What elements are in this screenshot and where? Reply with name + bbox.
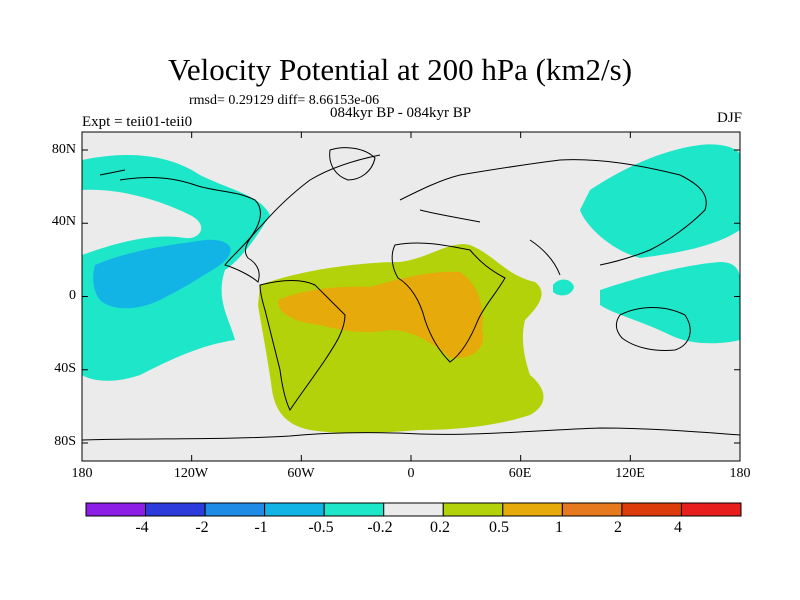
colorbar-swatch [561, 502, 623, 517]
colorbar-swatch [264, 502, 325, 517]
lat-tick-label: 40S [54, 361, 76, 376]
colorbar [85, 502, 742, 517]
blue-region-east-pacific [93, 239, 231, 309]
colorbar-label: -0.5 [308, 519, 334, 536]
lon-tick-label: 180 [71, 466, 93, 481]
antarctica-coast [82, 427, 740, 441]
colorbar-swatch [383, 502, 444, 517]
lon-tick-label: 60W [287, 466, 315, 481]
teal-region-asia [580, 144, 740, 258]
neutral-region-north-pacific [82, 189, 202, 255]
teal-region-indo-pacific [600, 262, 740, 344]
lon-tick-label: 180 [729, 466, 751, 481]
lat-tick-label: 80S [54, 434, 76, 449]
colorbar-label: -4 [135, 519, 149, 536]
africa-coast [391, 242, 506, 363]
colorbar-swatch [442, 502, 504, 517]
colorbar-label: 4 [674, 519, 682, 536]
north-america-coast [99, 154, 381, 283]
period-subtitle: 084kyr BP - 084kyr BP [330, 105, 472, 121]
map-field [82, 132, 740, 461]
colorbar-label: 1 [555, 519, 563, 536]
colorbar-label: -1 [254, 519, 268, 536]
lat-tick-label: 80N [51, 142, 76, 157]
colorbar-swatch [145, 502, 206, 517]
lon-tick-label: 120E [615, 466, 645, 481]
lon-tick-label: 60E [508, 466, 532, 481]
lat-tick-label: 40N [51, 214, 76, 229]
colorbar-swatch [204, 502, 266, 517]
lon-tick-label: 0 [407, 466, 415, 481]
season-label: DJF [716, 110, 742, 126]
colorbar-swatch [323, 502, 385, 517]
colorbar-swatch [621, 502, 682, 517]
axis-ticks [81, 132, 741, 461]
lat-tick-label: 0 [69, 288, 76, 303]
teal-region-indian-ocean [553, 279, 574, 296]
colorbar-swatch [85, 502, 147, 517]
colorbar-label: 0.5 [489, 519, 509, 536]
colorbar-swatch [502, 502, 563, 517]
australia-coast [616, 307, 691, 351]
experiment-label: Expt = teii01-teii0 [82, 114, 193, 130]
plot-title: Velocity Potential at 200 hPa (km2/s) [167, 52, 633, 87]
colorbar-label: -0.2 [367, 519, 393, 536]
colorbar-label: -2 [195, 519, 209, 536]
south-america-coast [259, 280, 346, 411]
colorbar-label: 0.2 [430, 519, 450, 536]
colorbar-swatch [680, 502, 742, 517]
eurasia-coast [399, 159, 707, 276]
colorbar-label: 2 [614, 519, 622, 536]
coastlines [82, 147, 740, 441]
lon-tick-label: 120W [173, 466, 209, 481]
greenland-coast [329, 147, 376, 181]
stats-line: rmsd= 0.29129 diff= 8.66153e-06 [189, 93, 380, 108]
